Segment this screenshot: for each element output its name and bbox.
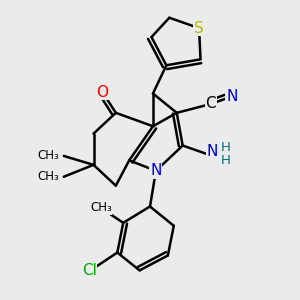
Text: N: N <box>226 89 237 104</box>
Text: S: S <box>194 21 204 36</box>
Text: H: H <box>221 154 231 167</box>
Text: CH₃: CH₃ <box>38 149 59 162</box>
Text: H: H <box>221 140 231 154</box>
Text: N: N <box>207 144 218 159</box>
Text: CH₃: CH₃ <box>38 170 59 183</box>
Text: C: C <box>206 96 216 111</box>
Text: Cl: Cl <box>82 263 97 278</box>
Text: N: N <box>150 163 162 178</box>
Text: O: O <box>96 85 108 100</box>
Text: CH₃: CH₃ <box>90 202 112 214</box>
